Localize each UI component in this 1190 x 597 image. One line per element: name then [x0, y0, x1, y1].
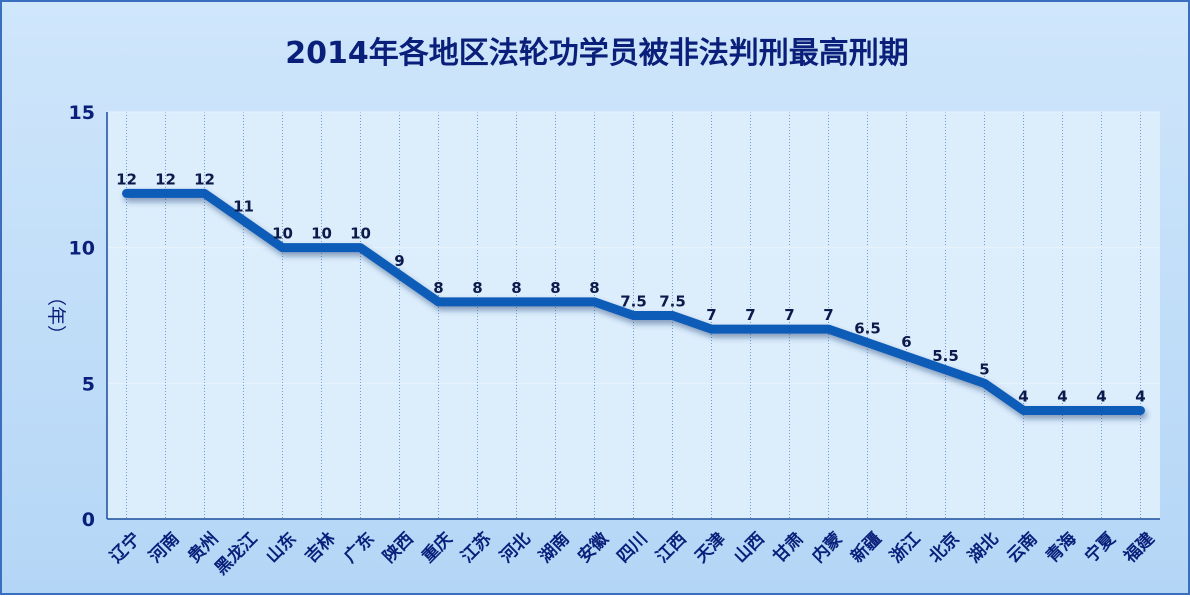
data-point	[514, 299, 519, 304]
data-label: 4	[1096, 387, 1106, 405]
data-label: 7	[706, 306, 716, 324]
data-label: 4	[1057, 387, 1067, 405]
x-tick-label: 山西	[730, 529, 768, 567]
x-tick-label: 山东	[262, 528, 301, 567]
x-tick-label: 湖北	[964, 529, 1002, 567]
data-point	[709, 327, 714, 332]
x-tick-label: 浙江	[886, 528, 925, 567]
data-point	[982, 381, 987, 386]
data-point	[397, 272, 402, 277]
x-tick-label: 江苏	[457, 528, 496, 567]
data-point	[1060, 408, 1065, 413]
x-tick-label: 云南	[1003, 528, 1042, 567]
data-label: 4	[1135, 387, 1145, 405]
data-label: 8	[511, 279, 521, 297]
data-label: 8	[472, 279, 482, 297]
x-tick-label: 黑龙江	[211, 528, 262, 579]
data-point	[241, 218, 246, 223]
x-tick-label: 湖南	[535, 528, 574, 567]
data-point	[592, 299, 597, 304]
data-point	[163, 191, 168, 196]
data-label: 8	[433, 279, 443, 297]
chart-title: 2014年各地区法轮功学员被非法判刑最高刑期	[285, 36, 909, 71]
data-point	[475, 299, 480, 304]
data-label: 4	[1018, 387, 1028, 405]
data-label: 12	[116, 170, 137, 188]
data-label: 12	[194, 170, 215, 188]
x-tick-label: 宁夏	[1081, 527, 1121, 567]
x-tick-label: 天津	[691, 528, 730, 567]
data-label: 6	[901, 333, 911, 351]
data-label: 10	[350, 225, 371, 243]
x-tick-label: 陕西	[379, 528, 418, 567]
data-point	[826, 327, 831, 332]
x-tick-label: 青海	[1042, 528, 1081, 567]
x-tick-label: 福建	[1119, 528, 1159, 568]
data-point	[436, 299, 441, 304]
y-tick-label: 5	[82, 373, 95, 395]
data-label: 7	[745, 306, 755, 324]
y-axis-label: （年）	[45, 287, 67, 344]
x-tick-label: 河南	[145, 528, 184, 567]
y-tick-label: 15	[69, 102, 95, 124]
y-tick-label: 10	[69, 238, 95, 260]
data-point	[202, 191, 207, 196]
data-point	[748, 327, 753, 332]
data-label: 7	[784, 306, 794, 324]
data-label: 11	[233, 198, 254, 216]
data-label: 7.5	[620, 293, 647, 311]
data-point	[670, 313, 675, 318]
data-point	[865, 340, 870, 345]
data-label: 6.5	[854, 320, 881, 338]
data-point	[358, 245, 363, 250]
data-point	[1099, 408, 1104, 413]
data-label: 7.5	[659, 293, 686, 311]
data-label: 10	[272, 225, 293, 243]
x-tick-label: 广东	[340, 528, 379, 567]
data-label: 12	[155, 170, 176, 188]
data-point	[1021, 408, 1026, 413]
data-point	[553, 299, 558, 304]
data-point	[943, 367, 948, 372]
x-tick-label: 新疆	[847, 528, 886, 567]
x-tick-label: 四川	[613, 529, 651, 567]
x-tick-label: 江西	[652, 529, 690, 567]
data-point	[319, 245, 324, 250]
data-point	[904, 354, 909, 359]
x-tick-label: 安徽	[574, 527, 614, 567]
x-tick-label: 甘肃	[769, 528, 808, 567]
x-tick-label: 内蒙	[808, 528, 847, 567]
y-tick-label: 0	[82, 509, 95, 531]
data-point	[280, 245, 285, 250]
x-tick-label: 河北	[496, 529, 534, 567]
data-label: 7	[823, 306, 833, 324]
data-label: 5	[979, 360, 989, 378]
data-label: 9	[394, 252, 404, 270]
data-label: 8	[550, 279, 560, 297]
data-point	[1138, 408, 1143, 413]
x-tick-label: 辽宁	[106, 528, 145, 567]
x-tick-label: 北京	[925, 528, 964, 567]
data-point	[787, 327, 792, 332]
data-label: 8	[589, 279, 599, 297]
data-point	[124, 191, 129, 196]
x-tick-label: 吉林	[301, 528, 340, 567]
data-label: 10	[311, 225, 332, 243]
x-tick-label: 重庆	[418, 528, 457, 567]
data-point	[631, 313, 636, 318]
data-label: 5.5	[932, 347, 959, 365]
